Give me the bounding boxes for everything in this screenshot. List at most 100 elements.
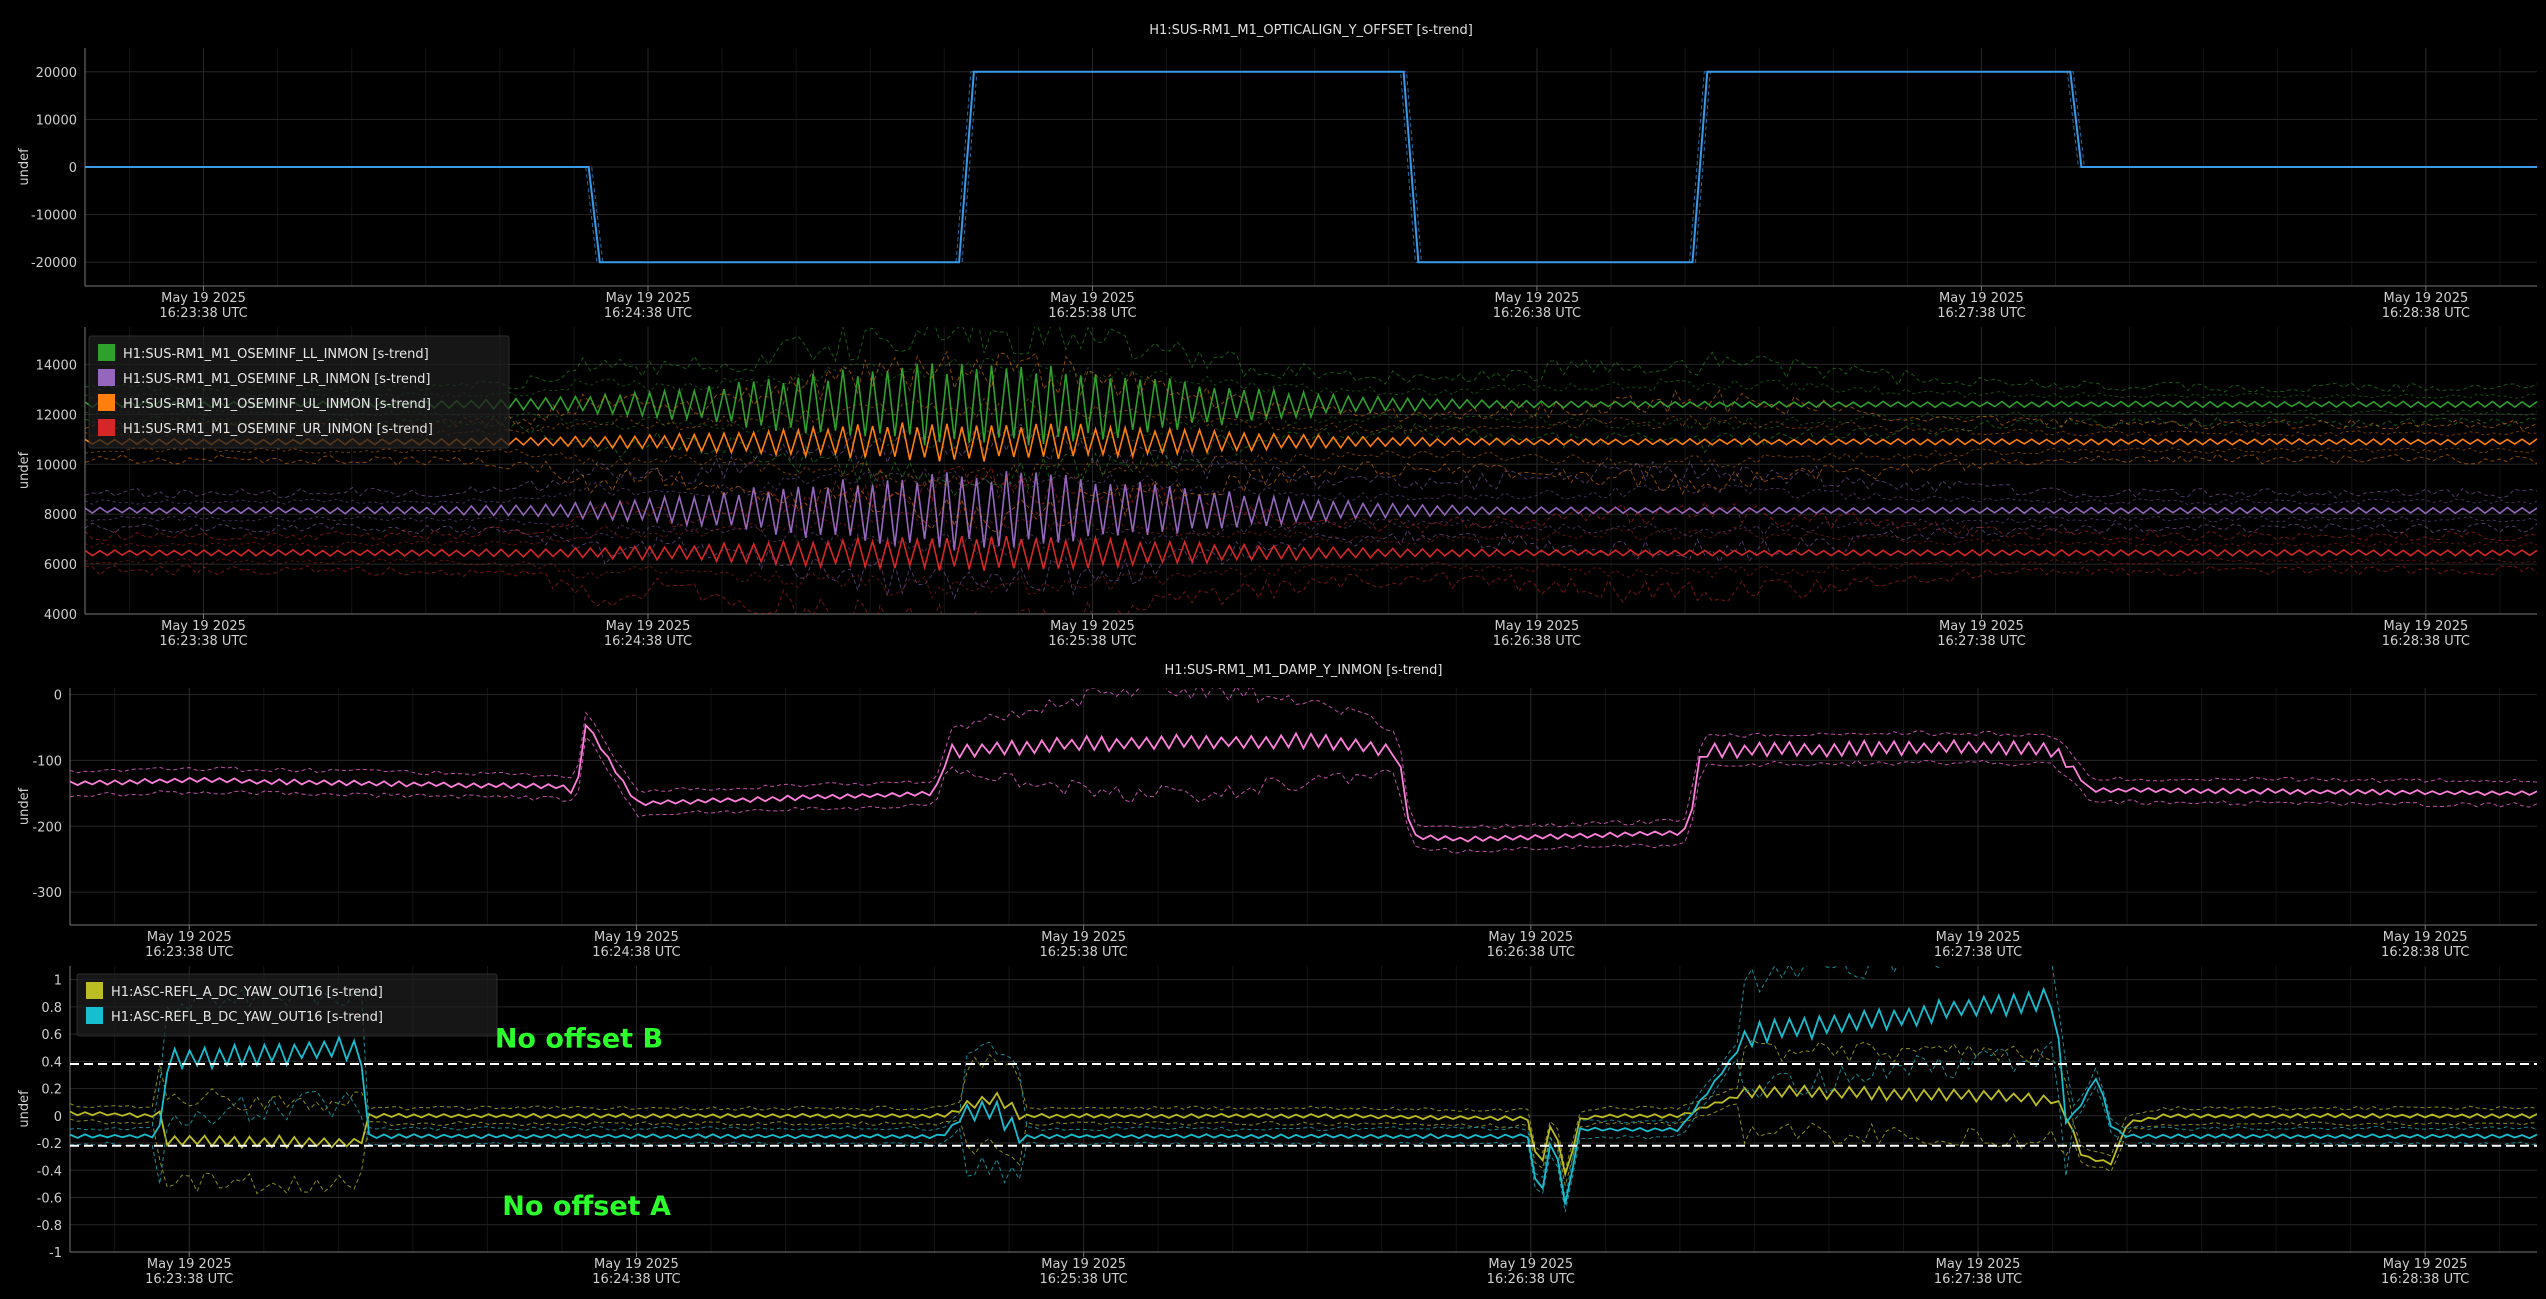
legend-box (76, 973, 498, 1037)
x-tick-date: May 19 2025 (594, 1257, 679, 1272)
series-min-envelope (85, 453, 2537, 534)
x-tick-time: 16:24:38 UTC (592, 945, 680, 960)
y-axis-label: undef (17, 148, 32, 186)
legend-label: H1:SUS-RM1_M1_OSEMINF_UL_INMON [s-trend] (123, 397, 431, 412)
legend-swatch (98, 369, 115, 386)
y-tick-label: 0.8 (41, 1001, 62, 1016)
x-tick-date: May 19 2025 (1050, 619, 1135, 634)
x-tick-date: May 19 2025 (2383, 1257, 2468, 1272)
series-line (70, 723, 2537, 843)
y-tick-label: -100 (32, 754, 62, 769)
x-tick-time: 16:26:38 UTC (1487, 945, 1575, 960)
x-tick-date: May 19 2025 (1939, 619, 2024, 634)
series-max-envelope (85, 327, 2537, 393)
x-tick-date: May 19 2025 (2383, 930, 2468, 945)
legend-label: H1:ASC-REFL_B_DC_YAW_OUT16 [s-trend] (111, 1010, 383, 1025)
x-tick-date: May 19 2025 (161, 619, 246, 634)
plot-area (70, 966, 2537, 1213)
y-tick-label: 12000 (36, 408, 77, 423)
legend-swatch (98, 419, 115, 436)
series-min-envelope (70, 1103, 2537, 1195)
x-tick-time: 16:27:38 UTC (1934, 945, 2022, 960)
y-tick-label: -200 (32, 820, 62, 835)
series-max-envelope (88, 71, 2537, 263)
y-tick-label: 20000 (36, 66, 77, 81)
y-tick-label: 14000 (36, 358, 77, 373)
legend-swatch (86, 1007, 103, 1024)
x-tick-date: May 19 2025 (1488, 1257, 1573, 1272)
chart-title: H1:SUS-RM1_M1_OPTICALIGN_Y_OFFSET [s-tre… (1149, 23, 1473, 38)
series-line (85, 534, 2537, 572)
x-tick-time: 16:25:38 UTC (1048, 634, 1136, 649)
x-tick-time: 16:28:38 UTC (2381, 1272, 2469, 1287)
y-tick-label: 0.2 (41, 1083, 62, 1098)
y-axis-label: undef (17, 787, 32, 825)
series-line (70, 1084, 2537, 1178)
x-tick-date: May 19 2025 (1041, 1257, 1126, 1272)
x-tick-time: 16:23:38 UTC (145, 945, 233, 960)
legend-box (88, 335, 510, 449)
legend-label: H1:SUS-RM1_M1_OSEMINF_LR_INMON [s-trend] (123, 372, 431, 387)
legend-label: H1:SUS-RM1_M1_OSEMINF_UR_INMON [s-trend] (123, 422, 433, 437)
x-tick-date: May 19 2025 (1495, 619, 1580, 634)
x-tick-time: 16:27:38 UTC (1937, 306, 2025, 321)
x-tick-time: 16:28:38 UTC (2381, 945, 2469, 960)
series-min-envelope (85, 564, 2537, 614)
x-tick-time: 16:28:38 UTC (2382, 634, 2470, 649)
plot-area (85, 70, 2537, 264)
x-tick-date: May 19 2025 (1041, 930, 1126, 945)
series-max-envelope (85, 422, 2537, 499)
x-tick-date: May 19 2025 (147, 930, 232, 945)
x-tick-time: 16:24:38 UTC (604, 306, 692, 321)
y-tick-label: 4000 (44, 608, 77, 623)
x-tick-time: 16:24:38 UTC (592, 1272, 680, 1287)
x-tick-date: May 19 2025 (1488, 930, 1573, 945)
x-tick-date: May 19 2025 (161, 291, 246, 306)
annotation-label: No offset A (502, 1191, 671, 1222)
y-tick-label: -10000 (31, 209, 77, 224)
y-tick-label: -300 (32, 886, 62, 901)
x-tick-date: May 19 2025 (1936, 1257, 2021, 1272)
series-min-envelope (85, 522, 2537, 600)
series-min-envelope (85, 71, 2534, 263)
chart-title: H1:SUS-RM1_M1_DAMP_Y_INMON [s-trend] (1165, 663, 1443, 678)
y-tick-label: 6000 (44, 558, 77, 573)
x-tick-date: May 19 2025 (1495, 291, 1580, 306)
x-tick-date: May 19 2025 (1050, 291, 1135, 306)
legend-swatch (98, 344, 115, 361)
series-min-envelope (70, 735, 2537, 854)
x-tick-date: May 19 2025 (147, 1257, 232, 1272)
series-line (85, 70, 2537, 264)
y-tick-label: 0 (54, 1110, 62, 1125)
x-tick-date: May 19 2025 (2383, 291, 2468, 306)
x-tick-time: 16:26:38 UTC (1493, 634, 1581, 649)
x-tick-date: May 19 2025 (606, 291, 691, 306)
y-tick-label: -20000 (31, 256, 77, 271)
y-tick-label: -0.6 (37, 1192, 62, 1207)
x-tick-time: 16:27:38 UTC (1937, 634, 2025, 649)
y-tick-label: 8000 (44, 508, 77, 523)
y-tick-label: 0 (54, 689, 62, 704)
annotation-label: No offset B (495, 1024, 663, 1055)
y-tick-label: -0.4 (37, 1164, 62, 1179)
x-tick-date: May 19 2025 (606, 619, 691, 634)
x-tick-date: May 19 2025 (1939, 291, 2024, 306)
series-max-envelope (70, 688, 2537, 830)
x-tick-time: 16:25:38 UTC (1039, 1272, 1127, 1287)
x-tick-time: 16:25:38 UTC (1048, 306, 1136, 321)
y-tick-label: 1 (54, 974, 62, 989)
x-tick-time: 16:26:38 UTC (1487, 1272, 1575, 1287)
y-axis-label: undef (17, 1090, 32, 1128)
y-tick-label: -1 (49, 1246, 62, 1261)
y-axis-label: undef (17, 451, 32, 489)
legend-swatch (86, 982, 103, 999)
legend-swatch (98, 394, 115, 411)
x-tick-time: 16:28:38 UTC (2382, 306, 2470, 321)
legend-label: H1:SUS-RM1_M1_OSEMINF_LL_INMON [s-trend] (123, 347, 429, 362)
y-tick-label: 10000 (36, 113, 77, 128)
x-tick-time: 16:23:38 UTC (159, 306, 247, 321)
x-tick-date: May 19 2025 (1936, 930, 2021, 945)
